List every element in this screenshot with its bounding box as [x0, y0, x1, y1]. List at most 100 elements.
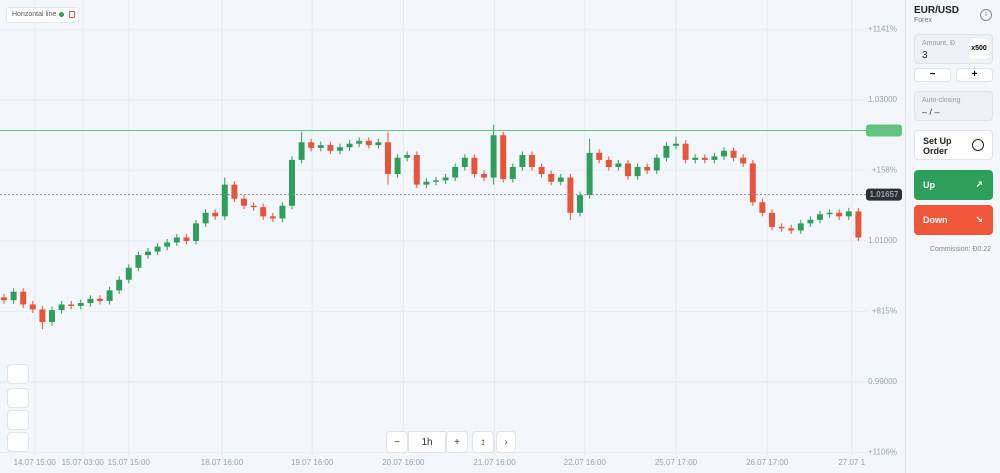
candle-body: [509, 166, 516, 179]
candle-body: [644, 166, 651, 171]
autoscale[interactable]: ↕: [472, 431, 494, 453]
amount-field[interactable]: Amount, Đ 3 x500: [914, 34, 993, 64]
percent-tick-label: +1106%: [868, 448, 897, 457]
candle-body: [250, 205, 257, 208]
tool-signal[interactable]: [7, 364, 29, 384]
y-tick-label: 0.99000: [868, 377, 897, 386]
setup-order-text: Set Up Order: [923, 136, 952, 156]
down-text: Down: [923, 215, 948, 225]
candle-body: [605, 159, 612, 167]
current-price-tag: [866, 188, 902, 201]
candle-body: [653, 157, 660, 171]
candle-body: [356, 140, 363, 144]
drawing-badge[interactable]: Horizontal line: [6, 7, 80, 23]
candle-body: [845, 211, 852, 217]
candle-body: [135, 255, 142, 268]
candle-body: [260, 207, 267, 217]
candle-body: [788, 228, 795, 231]
x-tick-label: 27.07 1: [838, 458, 865, 467]
candle-body: [490, 135, 497, 178]
candle-body: [97, 298, 103, 301]
plot-background: [0, 0, 905, 473]
x-tick-label: 15.07 15:00: [108, 458, 151, 467]
candle-body: [212, 212, 219, 217]
candle-body: [461, 157, 468, 167]
candle-body: [365, 140, 372, 146]
candle-body: [807, 219, 814, 224]
candle-body: [49, 310, 55, 323]
zoom-in[interactable]: +: [446, 431, 468, 453]
candle-body: [797, 223, 804, 231]
tool-draw[interactable]: [7, 410, 29, 430]
candle-body: [221, 184, 228, 217]
candle-body: [519, 154, 526, 167]
y-tick-label: 1.03000: [868, 95, 897, 104]
up-button[interactable]: Up ↗: [914, 170, 993, 200]
scroll-right[interactable]: ›: [496, 431, 516, 453]
auto-closing-field[interactable]: Auto-closing – / –: [914, 91, 993, 121]
candle-body: [58, 304, 65, 311]
candle-body: [452, 166, 459, 178]
candle-body: [289, 159, 295, 206]
candle-body: [855, 211, 862, 238]
percent-tick-label: +815%: [872, 307, 897, 316]
candle-body: [692, 157, 699, 160]
candle-body: [20, 291, 27, 305]
percent-tick-label: +158%: [872, 166, 897, 175]
candle-body: [164, 242, 171, 247]
badge-delete[interactable]: [69, 11, 76, 18]
x-tick-label: 20.07 16:00: [382, 458, 425, 467]
candle-body: [423, 181, 430, 185]
clock-icon: [972, 139, 984, 151]
candle-body: [769, 212, 775, 227]
candle-body: [346, 143, 353, 148]
candle-body: [538, 166, 545, 175]
candle-body: [817, 214, 823, 220]
horizontal-line-label: 1.02567: [870, 126, 899, 135]
amount-plus[interactable]: +: [956, 68, 993, 82]
x-tick-label: 25.07 17:00: [655, 458, 698, 467]
candle-body: [231, 184, 238, 199]
y-tick-label: 1.01000: [868, 236, 897, 245]
trade-panel: EUR/USD Forex i Amount, Đ 3 x500 − + Aut…: [905, 0, 1000, 473]
info-icon[interactable]: i: [980, 9, 992, 21]
candle-body: [701, 157, 708, 160]
candle-body: [279, 205, 286, 219]
horizontal-line-tag: [866, 124, 902, 137]
candle-body: [778, 226, 785, 229]
candle-body: [529, 154, 535, 167]
candle-body: [596, 152, 603, 160]
amount-minus[interactable]: −: [914, 68, 951, 82]
tool-layout[interactable]: [7, 432, 29, 452]
candle-body: [308, 142, 315, 148]
commission: Commission: Đ0.22: [930, 246, 992, 253]
x-tick-label: 26.07 17:00: [746, 458, 789, 467]
badge-text: Horizontal line: [12, 11, 57, 18]
percent-tick-label: +1141%: [868, 25, 897, 34]
candle-body: [471, 157, 478, 175]
candle-body: [730, 150, 737, 158]
candle-body: [173, 237, 180, 243]
candle-body: [269, 216, 276, 219]
candle-body: [673, 143, 679, 146]
multiplier[interactable]: x500: [969, 39, 989, 59]
candle-body: [375, 142, 382, 146]
x-tick-label: 21.07 16:00: [473, 458, 516, 467]
zoom-out[interactable]: −: [386, 431, 408, 453]
candle-body: [68, 304, 75, 306]
x-tick-label: 22.07 16:00: [564, 458, 607, 467]
candle-body: [577, 195, 583, 213]
setup-order-button[interactable]: Set Up Order: [914, 130, 993, 160]
candle-body: [106, 290, 113, 301]
market: Forex: [914, 17, 932, 24]
chart: 1.03000 1.01000 0.99000 +1141% +158% +815% +11…: [0, 0, 905, 473]
down-button[interactable]: Down ↘: [914, 205, 993, 235]
candle-body: [116, 279, 123, 291]
tool-candles[interactable]: [7, 388, 29, 408]
candle-body: [500, 135, 507, 179]
candle-body: [567, 177, 574, 213]
symbol: EUR/USD: [914, 5, 960, 16]
timeframe[interactable]: 1h: [408, 431, 446, 453]
candle-body: [625, 163, 631, 177]
